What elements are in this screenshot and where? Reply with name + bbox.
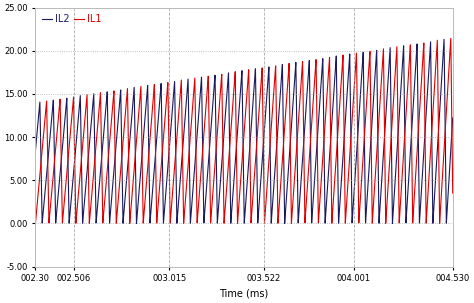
IL2 [298,187,303,191]
IL2 [54,213,59,217]
IL1 [183,185,189,188]
Line: IL1: IL1 [36,38,453,224]
IL1 [280,159,285,163]
IL2 [280,63,285,67]
IL2 [441,38,447,41]
IL2 [33,149,38,152]
IL1 [342,183,347,187]
IL1 [298,89,303,93]
IL1 [450,191,456,195]
IL2 [342,128,347,132]
Line: IL2: IL2 [36,39,453,224]
IL1 [33,222,38,225]
X-axis label: Time (ms): Time (ms) [219,289,269,299]
IL2 [390,222,395,225]
IL2 [183,98,189,101]
IL2 [450,116,456,120]
IL2 [364,198,370,201]
IL1 [448,37,454,40]
IL1 [54,138,59,142]
Legend: IL2, IL1: IL2, IL1 [40,12,103,26]
IL1 [364,94,370,98]
